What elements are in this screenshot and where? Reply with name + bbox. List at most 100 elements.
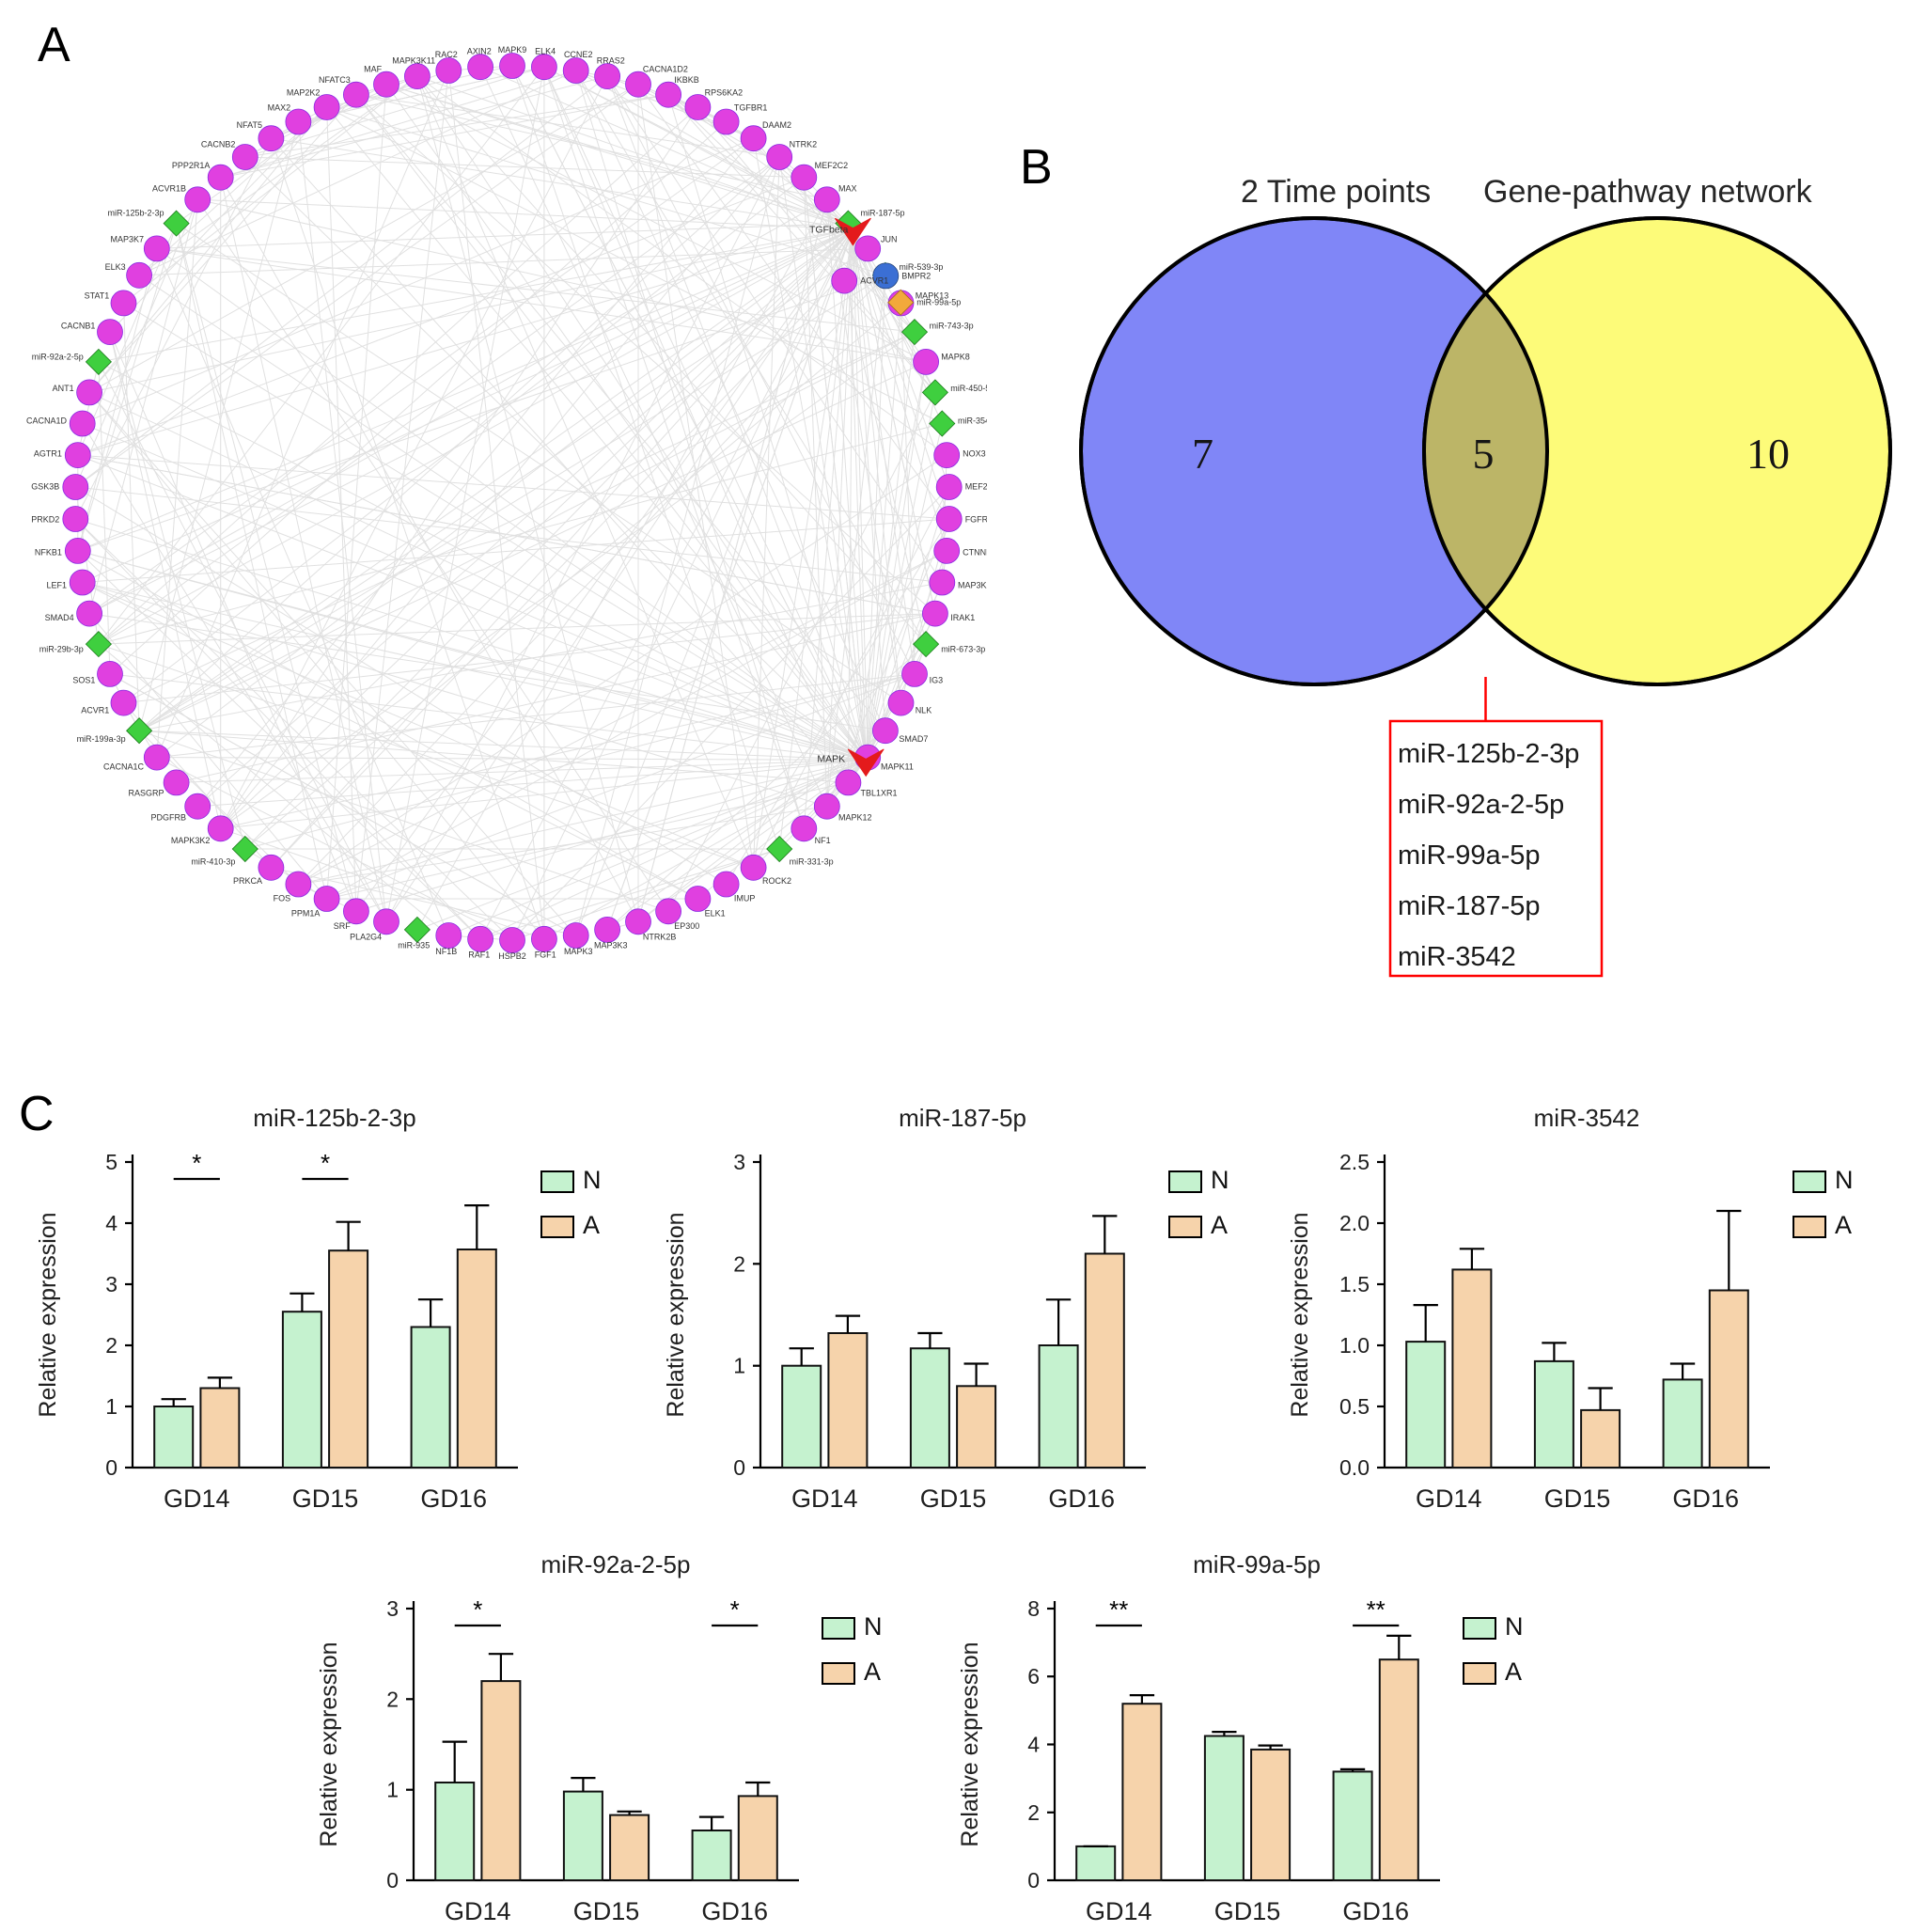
svg-text:GD15: GD15 [1544,1484,1611,1513]
svg-text:MAPK8: MAPK8 [941,352,970,361]
svg-text:2 Time points: 2 Time points [1241,174,1431,210]
svg-text:FOS: FOS [274,893,291,903]
svg-text:N: N [583,1166,602,1194]
svg-text:0: 0 [1027,1868,1040,1893]
svg-text:GD16: GD16 [420,1484,487,1513]
svg-text:1.5: 1.5 [1339,1272,1370,1296]
svg-text:CCNE2: CCNE2 [564,50,593,59]
svg-text:GD16: GD16 [1342,1897,1409,1925]
svg-text:miR-92a-2-5p: miR-92a-2-5p [32,352,84,361]
svg-text:GD15: GD15 [1214,1897,1281,1925]
svg-text:5: 5 [105,1150,117,1174]
svg-text:MAPK9: MAPK9 [498,45,527,55]
svg-text:PPP2R1A: PPP2R1A [172,161,211,170]
svg-text:ELK4: ELK4 [535,46,556,55]
svg-text:NOX3: NOX3 [963,448,986,458]
svg-text:2: 2 [733,1251,745,1276]
svg-text:A: A [864,1657,881,1686]
svg-text:CACNB1: CACNB1 [61,322,96,331]
svg-text:GD14: GD14 [164,1484,230,1513]
svg-text:MAPK3K2: MAPK3K2 [171,836,211,845]
svg-text:miR-125b-2-3p: miR-125b-2-3p [253,1104,415,1132]
svg-text:2: 2 [386,1687,399,1711]
svg-text:0: 0 [733,1455,745,1480]
svg-text:LEF1: LEF1 [46,581,67,590]
svg-text:NFATC3: NFATC3 [319,75,351,85]
svg-text:N: N [864,1612,883,1641]
svg-text:ELK3: ELK3 [105,262,126,272]
svg-text:AXIN2: AXIN2 [467,46,492,55]
svg-text:5: 5 [1473,430,1495,478]
svg-text:miR-410-3p: miR-410-3p [191,857,235,867]
svg-text:7: 7 [1192,430,1213,478]
svg-text:NFKB1: NFKB1 [35,548,62,558]
svg-text:TGFBR1: TGFBR1 [734,103,768,113]
svg-text:BMPR2: BMPR2 [901,271,931,280]
svg-text:6: 6 [1027,1664,1040,1689]
svg-text:3: 3 [105,1272,117,1296]
svg-text:2: 2 [1027,1800,1040,1825]
svg-text:4: 4 [105,1211,117,1235]
svg-text:miR-99a-5p: miR-99a-5p [1398,840,1541,871]
svg-text:Relative expression: Relative expression [35,1212,61,1417]
svg-text:**: ** [1109,1595,1128,1624]
svg-text:miR-3542: miR-3542 [1398,942,1516,972]
svg-text:STAT1: STAT1 [85,291,110,301]
svg-text:PPM1A: PPM1A [291,908,321,918]
svg-text:miR-450-5p: miR-450-5p [950,384,987,393]
svg-text:2: 2 [105,1333,117,1358]
svg-text:0.5: 0.5 [1339,1394,1370,1419]
svg-text:miR-187-5p: miR-187-5p [899,1104,1026,1132]
svg-text:NTRK2: NTRK2 [790,140,818,149]
svg-text:TBL1XR1: TBL1XR1 [861,788,898,797]
svg-text:CACNA1C: CACNA1C [103,762,145,772]
svg-text:FGF1: FGF1 [535,950,556,960]
svg-text:miR-3542: miR-3542 [958,416,987,426]
svg-text:GSK3B: GSK3B [31,481,59,491]
svg-text:*: * [192,1149,201,1177]
svg-text:3: 3 [733,1150,745,1174]
svg-text:RRAS2: RRAS2 [597,56,625,66]
svg-text:miR-99a-5p: miR-99a-5p [916,298,961,307]
svg-text:TGFbeta: TGFbeta [809,225,849,236]
svg-text:GD16: GD16 [1048,1484,1115,1513]
svg-text:miR-743-3p: miR-743-3p [930,322,974,331]
svg-text:MAP3K2: MAP3K2 [958,581,987,590]
svg-text:NLK: NLK [916,705,932,715]
svg-text:MEF2C2: MEF2C2 [815,161,849,170]
svg-text:RAC2: RAC2 [435,50,458,59]
svg-text:SMAD7: SMAD7 [899,734,928,744]
svg-text:miR-92a-2-5p: miR-92a-2-5p [1398,790,1564,820]
svg-text:MAP3K3: MAP3K3 [594,941,628,950]
svg-text:miR-187-5p: miR-187-5p [1398,891,1541,921]
svg-text:4: 4 [1027,1733,1040,1757]
svg-text:3: 3 [386,1596,399,1621]
svg-text:GD14: GD14 [1416,1484,1482,1513]
svg-text:MAPK: MAPK [817,753,845,764]
svg-text:ACVR1: ACVR1 [81,705,109,715]
svg-text:A: A [1835,1211,1852,1239]
svg-text:HSPB2: HSPB2 [498,951,526,961]
svg-text:miR-3542: miR-3542 [1534,1104,1640,1132]
svg-text:*: * [730,1595,740,1624]
svg-text:1: 1 [386,1778,399,1802]
svg-text:0: 0 [386,1868,399,1893]
svg-text:SMAD4: SMAD4 [45,613,74,622]
svg-text:GD15: GD15 [920,1484,987,1513]
svg-text:1.0: 1.0 [1339,1333,1370,1358]
svg-text:RAF1: RAF1 [468,950,490,960]
svg-text:MEF2C: MEF2C [965,481,987,491]
svg-text:A: A [1505,1657,1522,1686]
svg-text:miR-125b-2-3p: miR-125b-2-3p [1398,739,1579,769]
svg-text:ELK1: ELK1 [705,908,726,918]
svg-text:JUN: JUN [881,235,898,244]
svg-text:miR-935: miR-935 [398,941,430,950]
svg-text:2.0: 2.0 [1339,1211,1370,1235]
svg-text:miR-92a-2-5p: miR-92a-2-5p [541,1550,691,1579]
svg-text:NTRK2B: NTRK2B [643,933,677,942]
svg-text:GD16: GD16 [701,1897,768,1925]
svg-text:GD15: GD15 [292,1484,359,1513]
svg-text:ANT1: ANT1 [53,384,74,393]
svg-text:Relative expression: Relative expression [316,1641,342,1846]
svg-text:PRKD2: PRKD2 [31,515,59,525]
